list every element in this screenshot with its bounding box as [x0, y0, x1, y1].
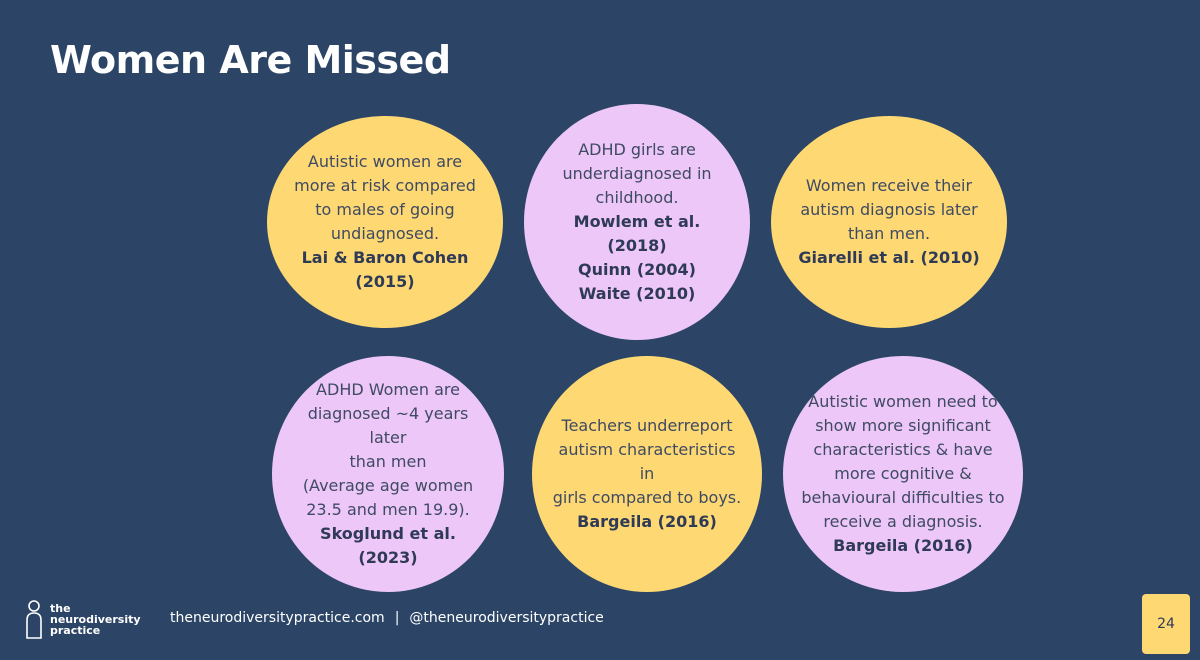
fact-text-line: ADHD girls are	[578, 140, 696, 159]
citation: Bargeila (2016)	[577, 512, 717, 531]
fact-text-line: autism characteristics in	[558, 440, 736, 483]
footer-contact: theneurodiversitypractice.com | @theneurod…	[170, 610, 604, 626]
citation: Lai & Baron Cohen	[301, 248, 469, 267]
fact-text-line: behavioural difficulties to	[801, 488, 1005, 507]
fact-text-line: 23.5 and men 19.9).	[306, 500, 470, 519]
citation: Giarelli et al. (2010)	[798, 248, 980, 267]
slide-title: Women Are Missed	[50, 38, 451, 82]
citation: Quinn (2004)	[578, 260, 696, 279]
footer-separator: |	[394, 610, 400, 626]
fact-text-line: characteristics & have	[813, 440, 993, 459]
citation: Waite (2010)	[578, 284, 696, 303]
citation: Mowlem et al. (2018)	[573, 212, 701, 255]
fact-circle-adhd-women: ADHD Women are diagnosed ~4 years later th…	[272, 356, 504, 592]
fact-text-line: autism diagnosis later	[800, 200, 978, 219]
logo-line: neurodiversity	[50, 612, 141, 626]
fact-circle-autistic-women-risk: Autistic women are more at risk compared t…	[267, 116, 503, 328]
footer-handle: @theneurodiversitypractice	[409, 610, 604, 626]
fact-text-line: than men.	[847, 224, 931, 243]
fact-circle-teachers-underreport: Teachers underreport autism characteristi…	[532, 356, 762, 592]
fact-circle-significant-characteristics: Autistic women need to show more signific…	[783, 356, 1023, 592]
fact-text-line: more at risk compared	[294, 176, 476, 195]
fact-text-line: more cognitive &	[834, 464, 972, 483]
fact-text-line: Women receive their	[805, 176, 973, 195]
fact-circle-adhd-girls: ADHD girls are underdiagnosed in childhood…	[524, 104, 750, 340]
fact-text-line: ADHD Women are	[316, 380, 460, 399]
person-outline-icon	[26, 600, 42, 639]
fact-text-line: childhood.	[595, 188, 679, 207]
citation: (2015)	[355, 272, 415, 291]
fact-text-line: Autistic women are	[307, 152, 463, 171]
citation: Bargeila (2016)	[833, 536, 973, 555]
fact-text-line: than men	[349, 452, 427, 471]
brand-logo: the neurodiversity practice	[24, 598, 141, 640]
fact-text-line: Teachers underreport	[561, 416, 733, 435]
fact-text-line: show more significant	[815, 416, 991, 435]
fact-text-line: girls compared to boys.	[552, 488, 742, 507]
fact-text-line: undiagnosed.	[330, 224, 440, 243]
fact-text-line: receive a diagnosis.	[823, 512, 983, 531]
citation: Skoglund et al. (2023)	[320, 524, 456, 567]
footer-website: theneurodiversitypractice.com	[170, 610, 385, 626]
fact-text-line: underdiagnosed in	[562, 164, 712, 183]
page-number: 24	[1142, 594, 1190, 654]
logo-wordmark: the neurodiversity practice	[50, 603, 141, 636]
logo-line: practice	[50, 623, 101, 637]
logo-line: the	[50, 601, 71, 615]
fact-circle-autism-diagnosis-later: Women receive their autism diagnosis late…	[771, 116, 1007, 328]
fact-text-line: Autistic women need to	[808, 392, 998, 411]
fact-text-line: diagnosed ~4 years later	[307, 404, 469, 447]
fact-text-line: (Average age women	[302, 476, 474, 495]
fact-text-line: to males of going	[315, 200, 455, 219]
